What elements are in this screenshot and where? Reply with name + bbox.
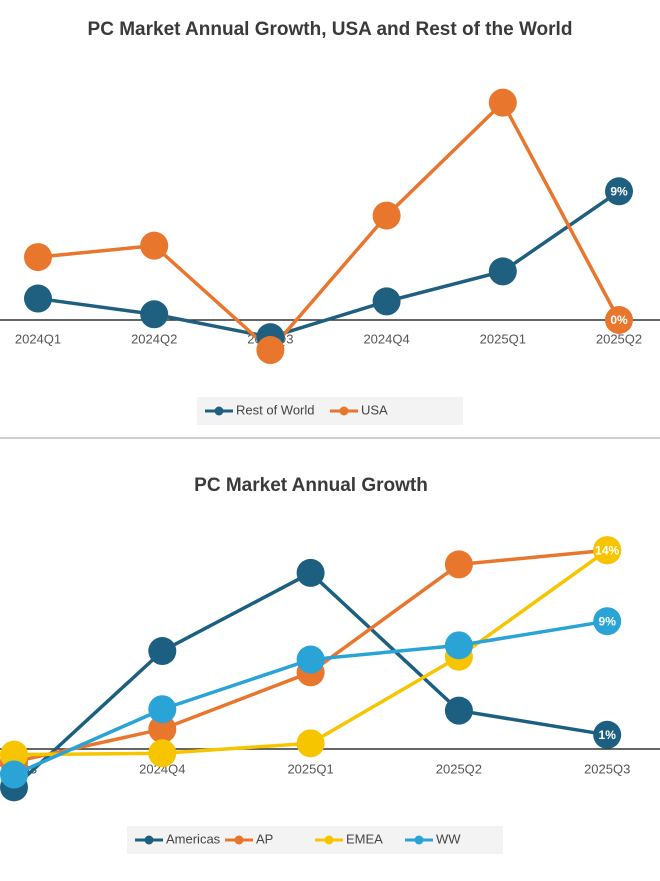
point — [593, 720, 622, 749]
x-tick-label: 2025Q1 — [287, 761, 333, 776]
legend-label: WW — [436, 831, 461, 846]
value-label: 9% — [610, 184, 628, 198]
point — [0, 760, 28, 789]
point — [140, 300, 169, 329]
x-tick-label: 2024Q1 — [15, 331, 61, 346]
point — [488, 257, 517, 286]
value-label: 14% — [595, 543, 619, 557]
point — [140, 231, 169, 260]
series-line — [37, 189, 620, 339]
legend-marker — [414, 835, 424, 845]
x-tick-label: 2025Q2 — [596, 331, 642, 346]
point — [593, 536, 622, 565]
value-label: 1% — [599, 728, 617, 742]
chart-title: PC Market Annual Growth, USA and Rest of… — [88, 19, 573, 40]
point — [488, 88, 517, 117]
x-tick-label: 2024Q2 — [131, 331, 177, 346]
point — [24, 284, 52, 313]
legend-label: AP — [256, 831, 273, 846]
point — [0, 740, 28, 769]
legend-marker — [214, 406, 224, 416]
point — [24, 243, 52, 272]
point — [148, 695, 177, 724]
point — [372, 201, 401, 230]
point — [148, 637, 177, 666]
x-tick-label: 2025Q1 — [480, 331, 526, 346]
legend-label: USA — [361, 402, 388, 417]
point — [605, 306, 633, 334]
chart-title: PC Market Annual Growth — [194, 475, 428, 496]
point — [444, 631, 473, 660]
point — [296, 645, 325, 674]
point — [444, 696, 473, 725]
point — [296, 558, 325, 587]
legend-marker — [324, 835, 334, 845]
value-label: 0% — [610, 313, 628, 327]
legend-marker — [234, 835, 244, 845]
point — [605, 177, 633, 206]
x-tick-label: 2024Q4 — [363, 331, 409, 346]
legend-label: Rest of World — [236, 402, 315, 417]
point — [148, 715, 177, 744]
x-tick-label: 2025Q3 — [584, 761, 630, 776]
point — [148, 739, 177, 768]
legend-marker — [339, 406, 349, 416]
point — [444, 550, 473, 579]
point — [256, 336, 285, 365]
point — [372, 287, 401, 316]
point — [593, 607, 622, 636]
point — [296, 729, 325, 758]
value-label: 9% — [599, 614, 617, 628]
legend-label: EMEA — [346, 831, 383, 846]
series-line — [37, 99, 621, 353]
legend-marker — [144, 835, 154, 845]
x-tick-label: 2025Q2 — [436, 761, 482, 776]
legend-label: Americas — [166, 831, 221, 846]
x-tick-label: 2024Q4 — [139, 761, 185, 776]
